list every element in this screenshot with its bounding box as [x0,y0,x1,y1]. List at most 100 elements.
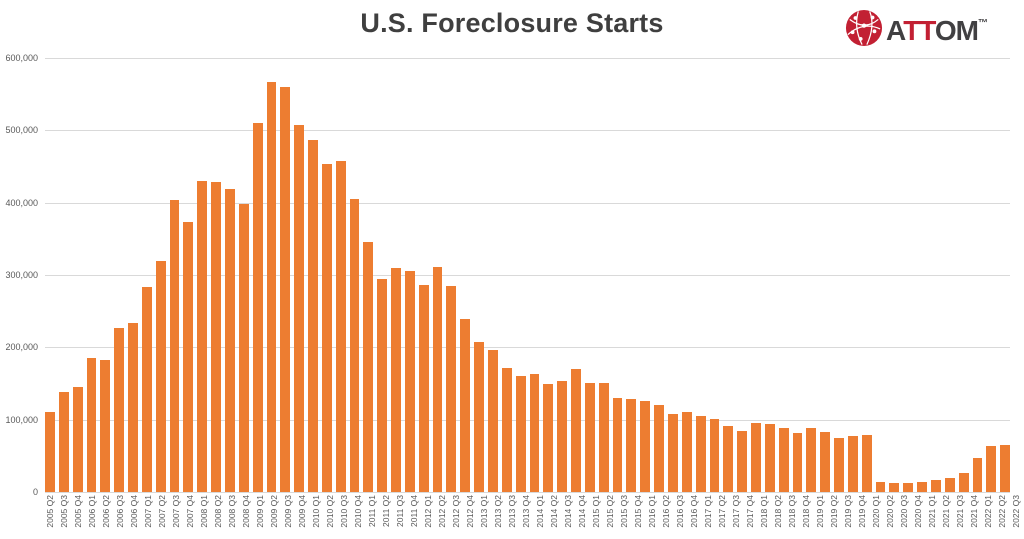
attom-wordmark-tt: TT [903,15,936,46]
x-axis-label: 2021 Q4 [969,495,979,538]
x-axis-label-text: 2013 Q1 [479,495,489,528]
x-axis-label: 2010 Q3 [339,495,349,538]
x-axis-label-text: 2008 Q1 [199,495,209,528]
plot-area [45,58,1011,493]
x-axis-label: 2009 Q1 [255,495,265,538]
bar-2017-Q2 [709,418,720,492]
x-axis-label: 2016 Q3 [675,495,685,538]
bar-2012-Q1 [418,285,429,492]
gridline [45,202,1010,204]
x-axis-label: 2015 Q4 [633,495,643,538]
x-axis-label: 2018 Q4 [801,495,811,538]
x-axis-label: 2012 Q1 [423,495,433,538]
bar-2016-Q2 [654,404,664,492]
x-axis-label-text: 2014 Q1 [535,495,545,528]
x-axis-label-text: 2010 Q1 [311,495,321,528]
x-axis-label: 2011 Q4 [409,495,419,538]
x-axis-label: 2007 Q3 [171,495,181,538]
bar-2015-Q4 [626,398,637,492]
gridline [45,58,1010,59]
bar-2020-Q4 [903,482,914,492]
x-axis-label-text: 2018 Q3 [787,495,797,528]
x-axis-label-text: 2005 Q2 [45,495,55,528]
x-axis-label-text: 2013 Q2 [493,495,503,528]
bar-2007-Q3 [169,199,180,492]
y-axis-label: 100,000 [5,414,38,425]
x-axis-label-text: 2015 Q1 [591,495,601,528]
x-axis-label-text: 2021 Q3 [955,495,965,528]
x-axis-label: 2019 Q3 [843,495,853,538]
bar-2016-Q3 [667,413,678,492]
x-axis-label: 2013 Q4 [521,495,531,538]
x-axis-label: 2010 Q4 [353,495,363,538]
bar-2014-Q4 [571,369,581,492]
x-axis-label: 2012 Q3 [451,495,461,538]
x-axis-label: 2015 Q1 [591,495,601,538]
x-axis-label-text: 2016 Q4 [689,495,699,528]
bar-series [45,58,1011,492]
x-axis-label-text: 2006 Q2 [101,495,111,528]
attom-wordmark-om: OM [934,15,979,46]
bar-2011-Q2 [377,279,388,492]
bar-2016-Q1 [640,400,651,492]
x-axis-label: 2010 Q2 [325,495,335,538]
x-axis-label: 2006 Q4 [129,495,139,538]
attom-trademark: ™ [978,18,988,29]
chart-title: U.S. Foreclosure Starts [360,8,664,38]
bar-2018-Q2 [764,424,775,492]
x-axis-label-text: 2022 Q2 [997,495,1007,528]
x-axis-label: 2014 Q2 [549,495,559,538]
gridline [45,275,1010,276]
x-axis-label: 2016 Q4 [689,495,699,538]
x-axis-label: 2014 Q4 [577,495,587,538]
x-axis-label-text: 2019 Q1 [815,495,825,528]
x-axis-label-text: 2013 Q4 [521,495,531,528]
bar-2018-Q1 [751,423,761,492]
bar-2018-Q3 [778,428,789,492]
y-axis-label: 0 [32,487,38,497]
x-axis-label-text: 2014 Q4 [577,495,587,528]
x-axis-label-text: 2022 Q3 [1011,495,1021,528]
x-axis-label: 2021 Q3 [955,495,965,538]
x-axis-label: 2022 Q3 [1011,495,1021,538]
x-axis-label-text: 2021 Q1 [927,495,937,528]
y-axis-label: 200,000 [5,342,38,353]
x-axis-label: 2006 Q2 [101,495,111,538]
x-axis-label-text: 2020 Q1 [871,495,881,528]
bar-2008-Q3 [224,188,235,492]
x-axis-label-text: 2012 Q2 [437,495,447,528]
bar-2007-Q2 [155,260,166,492]
x-axis-label-text: 2012 Q3 [451,495,461,528]
x-axis-label-text: 2010 Q4 [353,495,363,528]
x-axis-label-text: 2008 Q2 [213,495,223,528]
x-axis-label-text: 2016 Q2 [661,495,671,528]
bar-2020-Q3 [889,483,900,492]
x-axis-label: 2007 Q1 [143,495,153,538]
bar-2021-Q4 [958,472,969,492]
bar-2011-Q4 [404,271,415,492]
bar-2019-Q3 [834,437,844,492]
x-axis-label: 2013 Q2 [493,495,503,538]
x-axis-label-text: 2014 Q3 [563,495,573,528]
bar-2015-Q2 [598,382,609,492]
x-axis-label-text: 2021 Q2 [941,495,951,528]
x-axis-label-text: 2017 Q2 [717,495,727,528]
bar-2019-Q1 [806,428,817,492]
bar-2007-Q4 [183,222,194,492]
gridline [45,492,1010,493]
bar-2022-Q2 [986,445,997,492]
bar-2010-Q4 [349,199,360,492]
bar-2012-Q3 [446,285,457,492]
y-axis-label: 400,000 [5,197,38,208]
x-axis-label-text: 2010 Q3 [339,495,349,528]
bar-2021-Q1 [917,481,927,492]
bar-2006-Q1 [86,357,97,492]
x-axis-label: 2020 Q2 [885,495,895,538]
bar-2005-Q2 [45,411,55,492]
bar-2014-Q3 [557,381,568,492]
x-axis-label-text: 2009 Q1 [255,495,265,528]
bar-2009-Q3 [280,86,291,492]
bar-2012-Q4 [460,319,471,492]
x-axis-label: 2016 Q1 [647,495,657,538]
x-axis-label-text: 2011 Q3 [395,495,405,527]
